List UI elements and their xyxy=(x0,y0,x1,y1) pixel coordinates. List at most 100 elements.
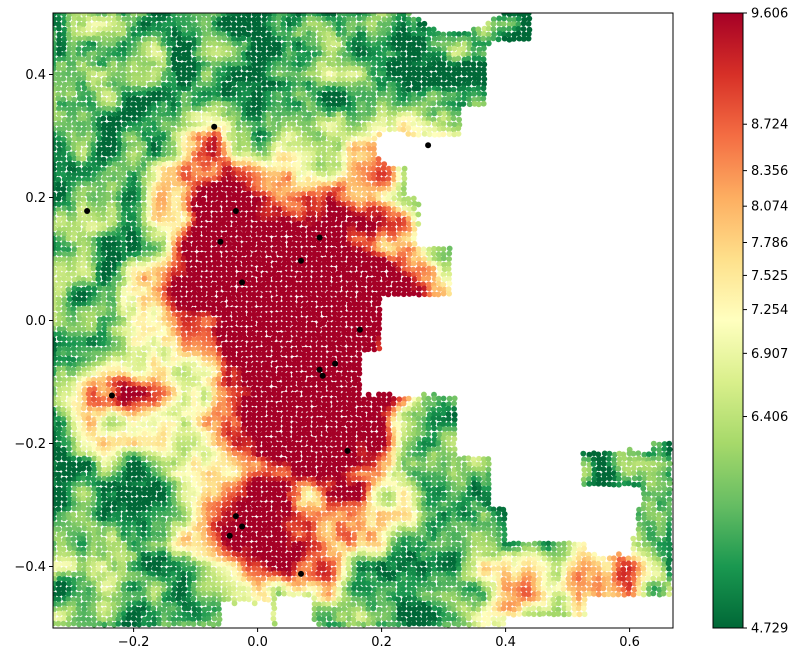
scatter-point xyxy=(496,20,503,27)
scatter-point xyxy=(145,40,152,47)
scatter-point xyxy=(331,126,338,133)
scatter-point xyxy=(311,110,317,117)
scatter-point xyxy=(236,225,242,232)
scatter-point xyxy=(501,15,507,22)
scatter-point xyxy=(416,100,423,107)
scatter-point xyxy=(340,35,347,42)
scatter-point xyxy=(210,50,217,57)
scatter-point xyxy=(120,246,127,252)
scatter-point xyxy=(400,45,407,52)
scatter-point xyxy=(310,215,317,222)
scatter-point xyxy=(71,246,78,253)
scatter-point xyxy=(111,40,117,47)
scatter-point xyxy=(141,30,148,37)
scatter-point xyxy=(86,31,93,37)
scatter-point xyxy=(90,116,97,122)
scatter-point xyxy=(175,270,182,277)
scatter-point xyxy=(381,51,387,58)
scatter-point xyxy=(231,231,237,237)
scatter-point xyxy=(151,41,158,48)
scatter-point xyxy=(70,310,77,317)
scatter-point xyxy=(171,31,178,37)
scatter-point xyxy=(351,170,358,177)
scatter-point xyxy=(66,60,73,67)
scatter-point xyxy=(435,41,442,48)
scatter-point xyxy=(361,240,368,247)
scatter-point xyxy=(480,30,487,37)
scatter-point xyxy=(90,41,97,48)
scatter-point xyxy=(181,20,187,27)
scatter-point xyxy=(405,80,412,87)
scatter-point xyxy=(406,26,413,33)
scatter-point xyxy=(521,31,528,38)
scatter-point xyxy=(431,126,438,133)
scatter-point xyxy=(53,13,57,17)
scatter-point xyxy=(396,236,403,243)
scatter-point xyxy=(395,266,402,273)
scatter-point xyxy=(81,40,88,47)
scatter-point xyxy=(205,155,212,162)
scatter-point xyxy=(465,96,472,103)
scatter-point xyxy=(255,16,262,22)
scatter-point xyxy=(206,16,213,23)
scatter-point xyxy=(245,250,252,257)
scatter-point xyxy=(296,115,303,122)
scatter-point xyxy=(131,135,138,142)
scatter-point xyxy=(85,285,92,292)
scatter-point xyxy=(411,50,418,57)
scatter-point xyxy=(355,90,362,97)
scatter-point xyxy=(471,36,477,42)
scatter-point xyxy=(301,65,308,72)
scatter-point xyxy=(85,125,92,132)
scatter-point xyxy=(466,41,473,47)
scatter-point xyxy=(70,205,77,212)
scatter-point xyxy=(295,241,302,248)
scatter-point xyxy=(335,270,342,277)
scatter-point xyxy=(181,26,187,33)
scatter-point xyxy=(345,311,352,317)
scatter-point xyxy=(145,236,152,243)
scatter-point xyxy=(261,55,268,62)
scatter-point xyxy=(330,291,337,297)
scatter-point xyxy=(140,80,147,87)
scatter-point xyxy=(376,131,383,138)
scatter-point xyxy=(465,86,472,93)
scatter-point xyxy=(250,50,257,57)
scatter-point xyxy=(295,325,302,332)
scatter-point xyxy=(186,206,193,213)
scatter-point xyxy=(361,321,367,327)
scatter-point xyxy=(286,310,293,317)
scatter-point xyxy=(315,131,322,137)
scatter-point xyxy=(421,20,428,27)
scatter-point xyxy=(100,216,107,222)
scatter-point xyxy=(285,161,292,168)
scatter-point xyxy=(231,35,237,42)
scatter-point xyxy=(175,330,182,337)
scatter-point xyxy=(55,65,62,72)
scatter-point xyxy=(240,35,247,42)
scatter-point xyxy=(171,46,178,52)
scatter-point xyxy=(115,155,122,162)
scatter-point xyxy=(181,210,188,217)
scatter-point xyxy=(356,105,362,112)
scatter-point xyxy=(430,271,437,278)
scatter-point xyxy=(295,41,302,48)
scatter-point xyxy=(326,300,333,307)
scatter-point xyxy=(190,31,197,37)
scatter-point xyxy=(150,191,157,197)
scatter-point xyxy=(321,35,328,42)
scatter-point xyxy=(200,161,207,168)
scatter-point xyxy=(145,46,152,53)
scatter-point xyxy=(206,76,213,82)
scatter-point xyxy=(270,136,277,143)
scatter-point xyxy=(186,60,192,67)
scatter-point xyxy=(241,320,247,327)
scatter-point xyxy=(136,181,142,188)
scatter-point xyxy=(255,271,262,278)
scatter-point xyxy=(476,30,483,37)
scatter-point xyxy=(161,200,168,207)
scatter-point xyxy=(60,13,67,17)
scatter-point xyxy=(425,275,432,282)
scatter-point xyxy=(185,13,192,18)
scatter-point xyxy=(230,26,237,32)
